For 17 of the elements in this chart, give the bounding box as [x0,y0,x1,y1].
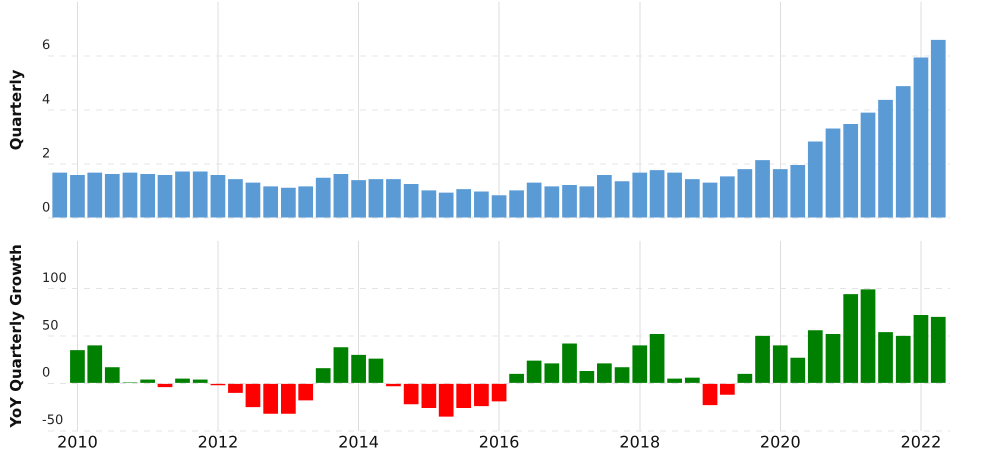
y-axis-title: YoY Quarterly Growth [6,244,25,429]
y-tick-label: 100 [42,270,67,286]
x-tick-label: 2020 [760,432,801,452]
x-tick-label: 2018 [619,432,660,452]
x-tick-label: 2014 [338,432,379,452]
y-tick-label: 50 [42,318,59,334]
x-tick-label: 2016 [478,432,520,452]
y-tick-label: -50 [42,413,64,428]
y-tick-label: 0 [42,366,50,381]
y-tick-label: 4 [42,92,50,108]
x-tick-label: 2012 [198,432,238,452]
x-tick-label: 2022 [900,432,942,452]
y-tick-label: 6 [42,38,50,54]
y-tick-label: 0 [42,200,50,216]
y-tick-label: 2 [42,146,50,162]
x-tick-label: 2010 [57,432,98,452]
y-axis-title: Quarterly [6,69,25,150]
